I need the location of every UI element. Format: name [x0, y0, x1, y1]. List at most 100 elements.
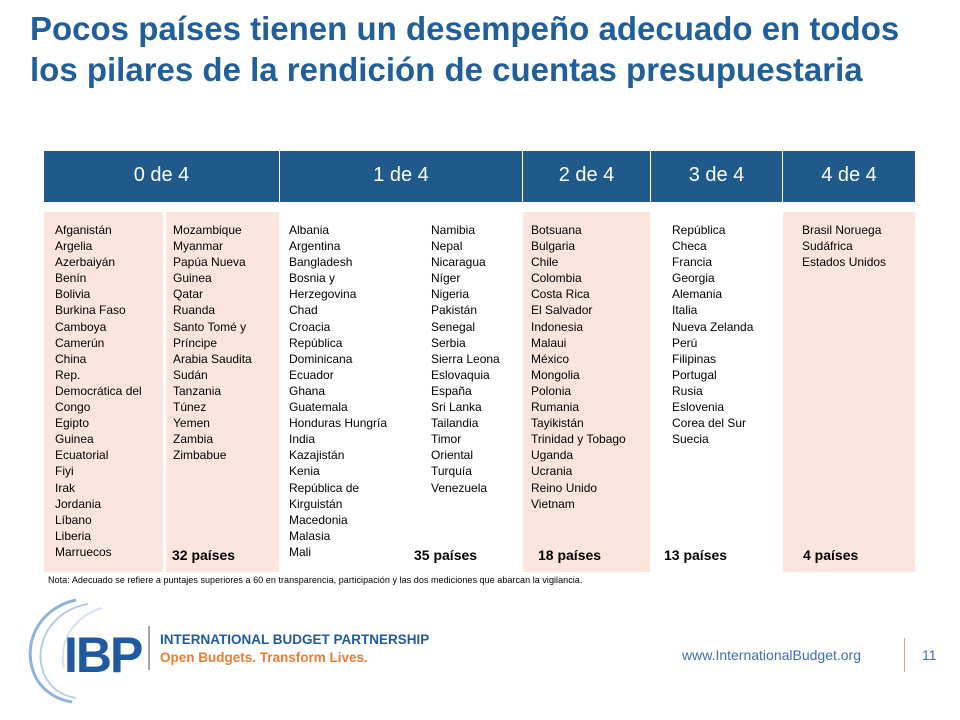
- country-item: Ecuatorial: [55, 448, 109, 463]
- country-item: Albania: [289, 223, 330, 237]
- country-item: Colombia: [531, 271, 582, 286]
- country-item: Guatemala: [289, 400, 348, 415]
- website-link[interactable]: www.InternationalBudget.org: [682, 647, 861, 663]
- column-0a: [44, 212, 163, 572]
- country-item: Ruanda: [173, 303, 216, 318]
- country-item: Níger: [431, 271, 461, 286]
- country-item: Tayikistán: [531, 416, 584, 431]
- ibp-logo: IBP INTERNATIONAL BUDGET PARTNERSHIP Ope…: [28, 598, 429, 704]
- country-item: Portugal: [672, 367, 717, 382]
- country-item: Brasil Noruega: [802, 223, 882, 237]
- country-item: Argentina: [289, 239, 341, 254]
- country-item: Serbia: [431, 335, 466, 350]
- country-item: Mozambique: [173, 223, 242, 237]
- country-item: Marruecos: [55, 544, 112, 559]
- country-item: Mali: [289, 544, 312, 559]
- country-list-4: Brasil Noruega Sudáfrica Estados Unidos: [802, 222, 886, 270]
- country-item: Kenia: [289, 464, 320, 479]
- country-item: Turquía: [431, 464, 472, 479]
- country-item: Afganistán: [55, 223, 112, 237]
- column-0b: [166, 212, 279, 572]
- country-item: Rep.: [55, 367, 81, 382]
- country-item: Azerbaiyán: [55, 255, 116, 270]
- country-item: Polonia: [531, 383, 572, 398]
- country-item: Trinidad y Tobago: [531, 432, 626, 447]
- country-item: Ghana: [289, 383, 326, 398]
- logo-divider: [148, 626, 150, 670]
- country-item: República: [289, 335, 343, 350]
- country-item: Sierra Leona: [431, 351, 500, 366]
- country-item: Guinea: [173, 271, 212, 286]
- country-item: Príncipe: [173, 335, 218, 350]
- logo-letters: IBP: [64, 627, 142, 683]
- country-item: Qatar: [173, 287, 204, 302]
- country-item: Suecia: [672, 432, 709, 447]
- country-item: Yemen: [173, 416, 210, 431]
- footnote: Nota: Adecuado se refiere a puntajes sup…: [48, 575, 583, 585]
- country-item: Eslovenia: [672, 400, 725, 415]
- country-item: Perú: [672, 335, 698, 350]
- column-4: [783, 212, 915, 572]
- slide-title: Pocos países tienen un desempeño adecuad…: [30, 10, 900, 88]
- footer-divider: [904, 638, 905, 672]
- country-item: Sri Lanka: [431, 400, 482, 415]
- country-item: India: [289, 432, 316, 447]
- country-item: Reino Unido: [531, 480, 598, 495]
- column-1: [280, 212, 522, 572]
- country-list-1a: Albania Argentina Bangladesh Bosnia y Herzeg…: [289, 222, 387, 560]
- country-item: Zambia: [173, 432, 214, 447]
- country-item: Chad: [289, 303, 318, 318]
- country-item: Macedonia: [289, 512, 348, 527]
- country-item: Herzegovina: [289, 287, 357, 302]
- country-item: Timor: [431, 432, 462, 447]
- country-item: Liberia: [55, 528, 92, 543]
- country-item: Egipto: [55, 416, 90, 431]
- country-item: Bosnia y: [289, 271, 336, 286]
- country-list-0b: Mozambique Myanmar Papúa Nueva Guinea Qatar R…: [173, 222, 252, 463]
- header-divider: [782, 151, 783, 202]
- table-header: [44, 151, 915, 202]
- country-item: Kazajistán: [289, 448, 345, 463]
- count-1-of-4: 35 países: [414, 547, 478, 563]
- country-item: Dominicana: [289, 351, 353, 366]
- country-item: Alemania: [672, 287, 723, 302]
- country-item: Democrática del: [55, 383, 142, 398]
- country-item: Honduras Hungría: [289, 416, 388, 431]
- country-item: Vietnam: [531, 496, 575, 511]
- country-item: Costa Rica: [531, 287, 590, 302]
- country-item: Sudáfrica: [802, 239, 853, 254]
- country-item: Jordania: [55, 496, 102, 511]
- country-item: Oriental: [431, 448, 474, 463]
- country-item: Nicaragua: [431, 255, 486, 270]
- country-item: Myanmar: [173, 239, 224, 254]
- country-item: Francia: [672, 255, 713, 270]
- country-item: Rusia: [672, 383, 703, 398]
- logo-name: INTERNATIONAL BUDGET PARTNERSHIP: [160, 632, 429, 647]
- country-item: Mongolia: [531, 367, 580, 382]
- count-4-of-4: 4 países: [803, 547, 859, 563]
- country-item: Uganda: [531, 448, 574, 463]
- country-item: Malasia: [289, 528, 331, 543]
- country-item: Ucrania: [531, 464, 573, 479]
- count-2-of-4: 18 países: [538, 547, 602, 563]
- country-list-1b: Namibia Nepal Nicaragua Níger Nigeria Pakistá…: [431, 222, 500, 496]
- header-3-of-4: 3 de 4: [688, 164, 745, 186]
- country-item: China: [55, 351, 87, 366]
- country-item: Santo Tomé y: [173, 319, 247, 334]
- country-list-2: Botsuana Bulgaria Chile Colombia Costa Rica E…: [531, 222, 626, 512]
- country-item: Bulgaria: [531, 239, 576, 254]
- country-item: Filipinas: [672, 351, 717, 366]
- country-item: México: [531, 351, 570, 366]
- country-item: Venezuela: [431, 480, 488, 495]
- column-2: [523, 212, 650, 572]
- header-2-of-4: 2 de 4: [558, 164, 615, 186]
- country-item: Corea del Sur: [672, 416, 747, 431]
- country-item: Estados Unidos: [802, 255, 887, 270]
- country-item: Camerún: [55, 335, 105, 350]
- country-item: Burkina Faso: [55, 303, 126, 318]
- country-item: Congo: [55, 400, 91, 415]
- country-item: Benín: [55, 271, 87, 286]
- country-item: Túnez: [173, 400, 207, 415]
- country-item: Bolivia: [55, 287, 91, 302]
- country-item: Checa: [672, 239, 707, 254]
